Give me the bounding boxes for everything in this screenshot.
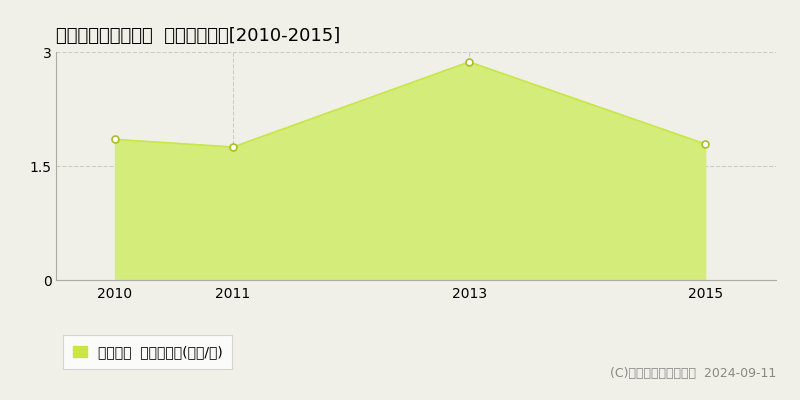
Legend: 土地価格  平均坪単価(万円/坪): 土地価格 平均坪単価(万円/坪) (63, 335, 232, 369)
Text: (C)土地価格ドットコム  2024-09-11: (C)土地価格ドットコム 2024-09-11 (610, 367, 776, 380)
Text: 上川郡清水町北一条  土地価格推移[2010-2015]: 上川郡清水町北一条 土地価格推移[2010-2015] (56, 27, 340, 45)
